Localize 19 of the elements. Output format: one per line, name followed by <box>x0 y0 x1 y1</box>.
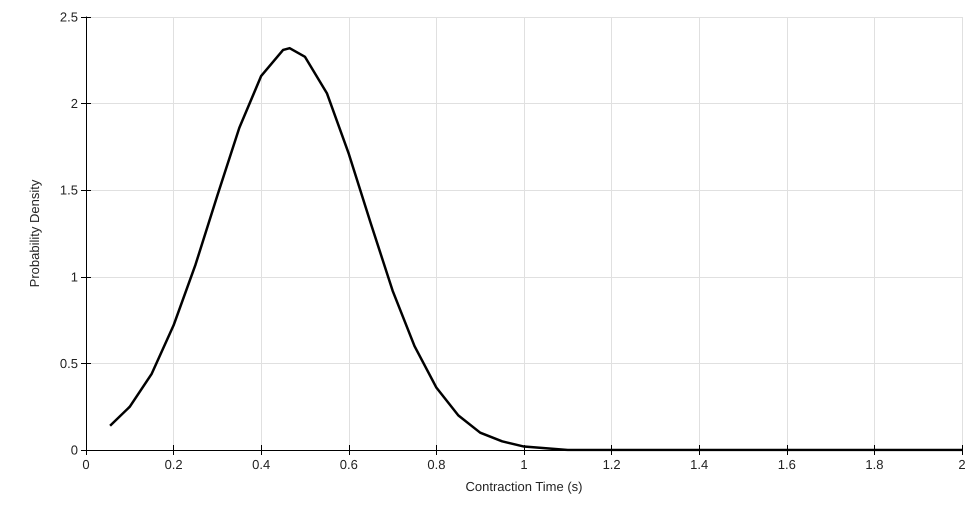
x-tick-label: 0.4 <box>252 457 270 472</box>
x-tick-label: 1 <box>520 457 528 472</box>
x-tick-label: 0 <box>82 457 90 472</box>
x-tick-label: 0.8 <box>427 457 446 472</box>
x-tick-label: 1.8 <box>865 457 884 472</box>
x-tick-label: 1.6 <box>778 457 796 472</box>
x-tick-label: 0.6 <box>340 457 358 472</box>
y-tick-label: 1 <box>70 269 78 284</box>
x-tick-label: 1.2 <box>602 457 621 472</box>
y-tick-label: 2.5 <box>60 10 78 24</box>
y-tick-label: 0 <box>70 442 78 458</box>
y-tick-label: 0.5 <box>60 356 78 371</box>
y-tick-label: 2 <box>70 96 78 112</box>
y-axis-title: Probability Density <box>27 179 42 288</box>
x-tick-label: 2 <box>958 457 966 472</box>
x-axis-title: Contraction Time (s) <box>465 479 583 494</box>
x-tick-label: 0.2 <box>164 457 183 472</box>
x-tick-label: 1.4 <box>690 457 708 472</box>
y-tick-label: 1.5 <box>60 182 78 198</box>
